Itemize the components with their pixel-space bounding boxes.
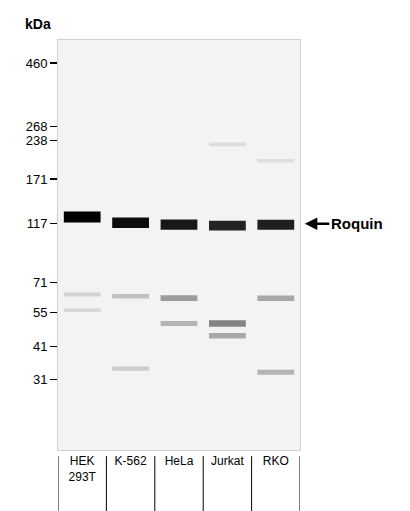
- svg-text:268: 268: [26, 119, 48, 134]
- svg-text:460: 460: [26, 56, 48, 71]
- svg-text:238: 238: [26, 133, 48, 148]
- svg-text:RKO: RKO: [263, 454, 289, 468]
- svg-text:HeLa: HeLa: [165, 454, 194, 468]
- svg-text:71: 71: [33, 275, 47, 290]
- svg-text:Roquin: Roquin: [331, 215, 383, 232]
- svg-text:55: 55: [33, 305, 47, 320]
- svg-text:HEK293T: HEK293T: [69, 454, 97, 484]
- svg-text:41: 41: [33, 339, 47, 354]
- svg-text:117: 117: [27, 216, 48, 231]
- svg-text:kDa: kDa: [25, 16, 51, 32]
- svg-text:31: 31: [33, 372, 47, 387]
- svg-text:Jurkat: Jurkat: [211, 454, 244, 468]
- svg-text:K-562: K-562: [115, 454, 147, 468]
- svg-text:171: 171: [26, 172, 48, 187]
